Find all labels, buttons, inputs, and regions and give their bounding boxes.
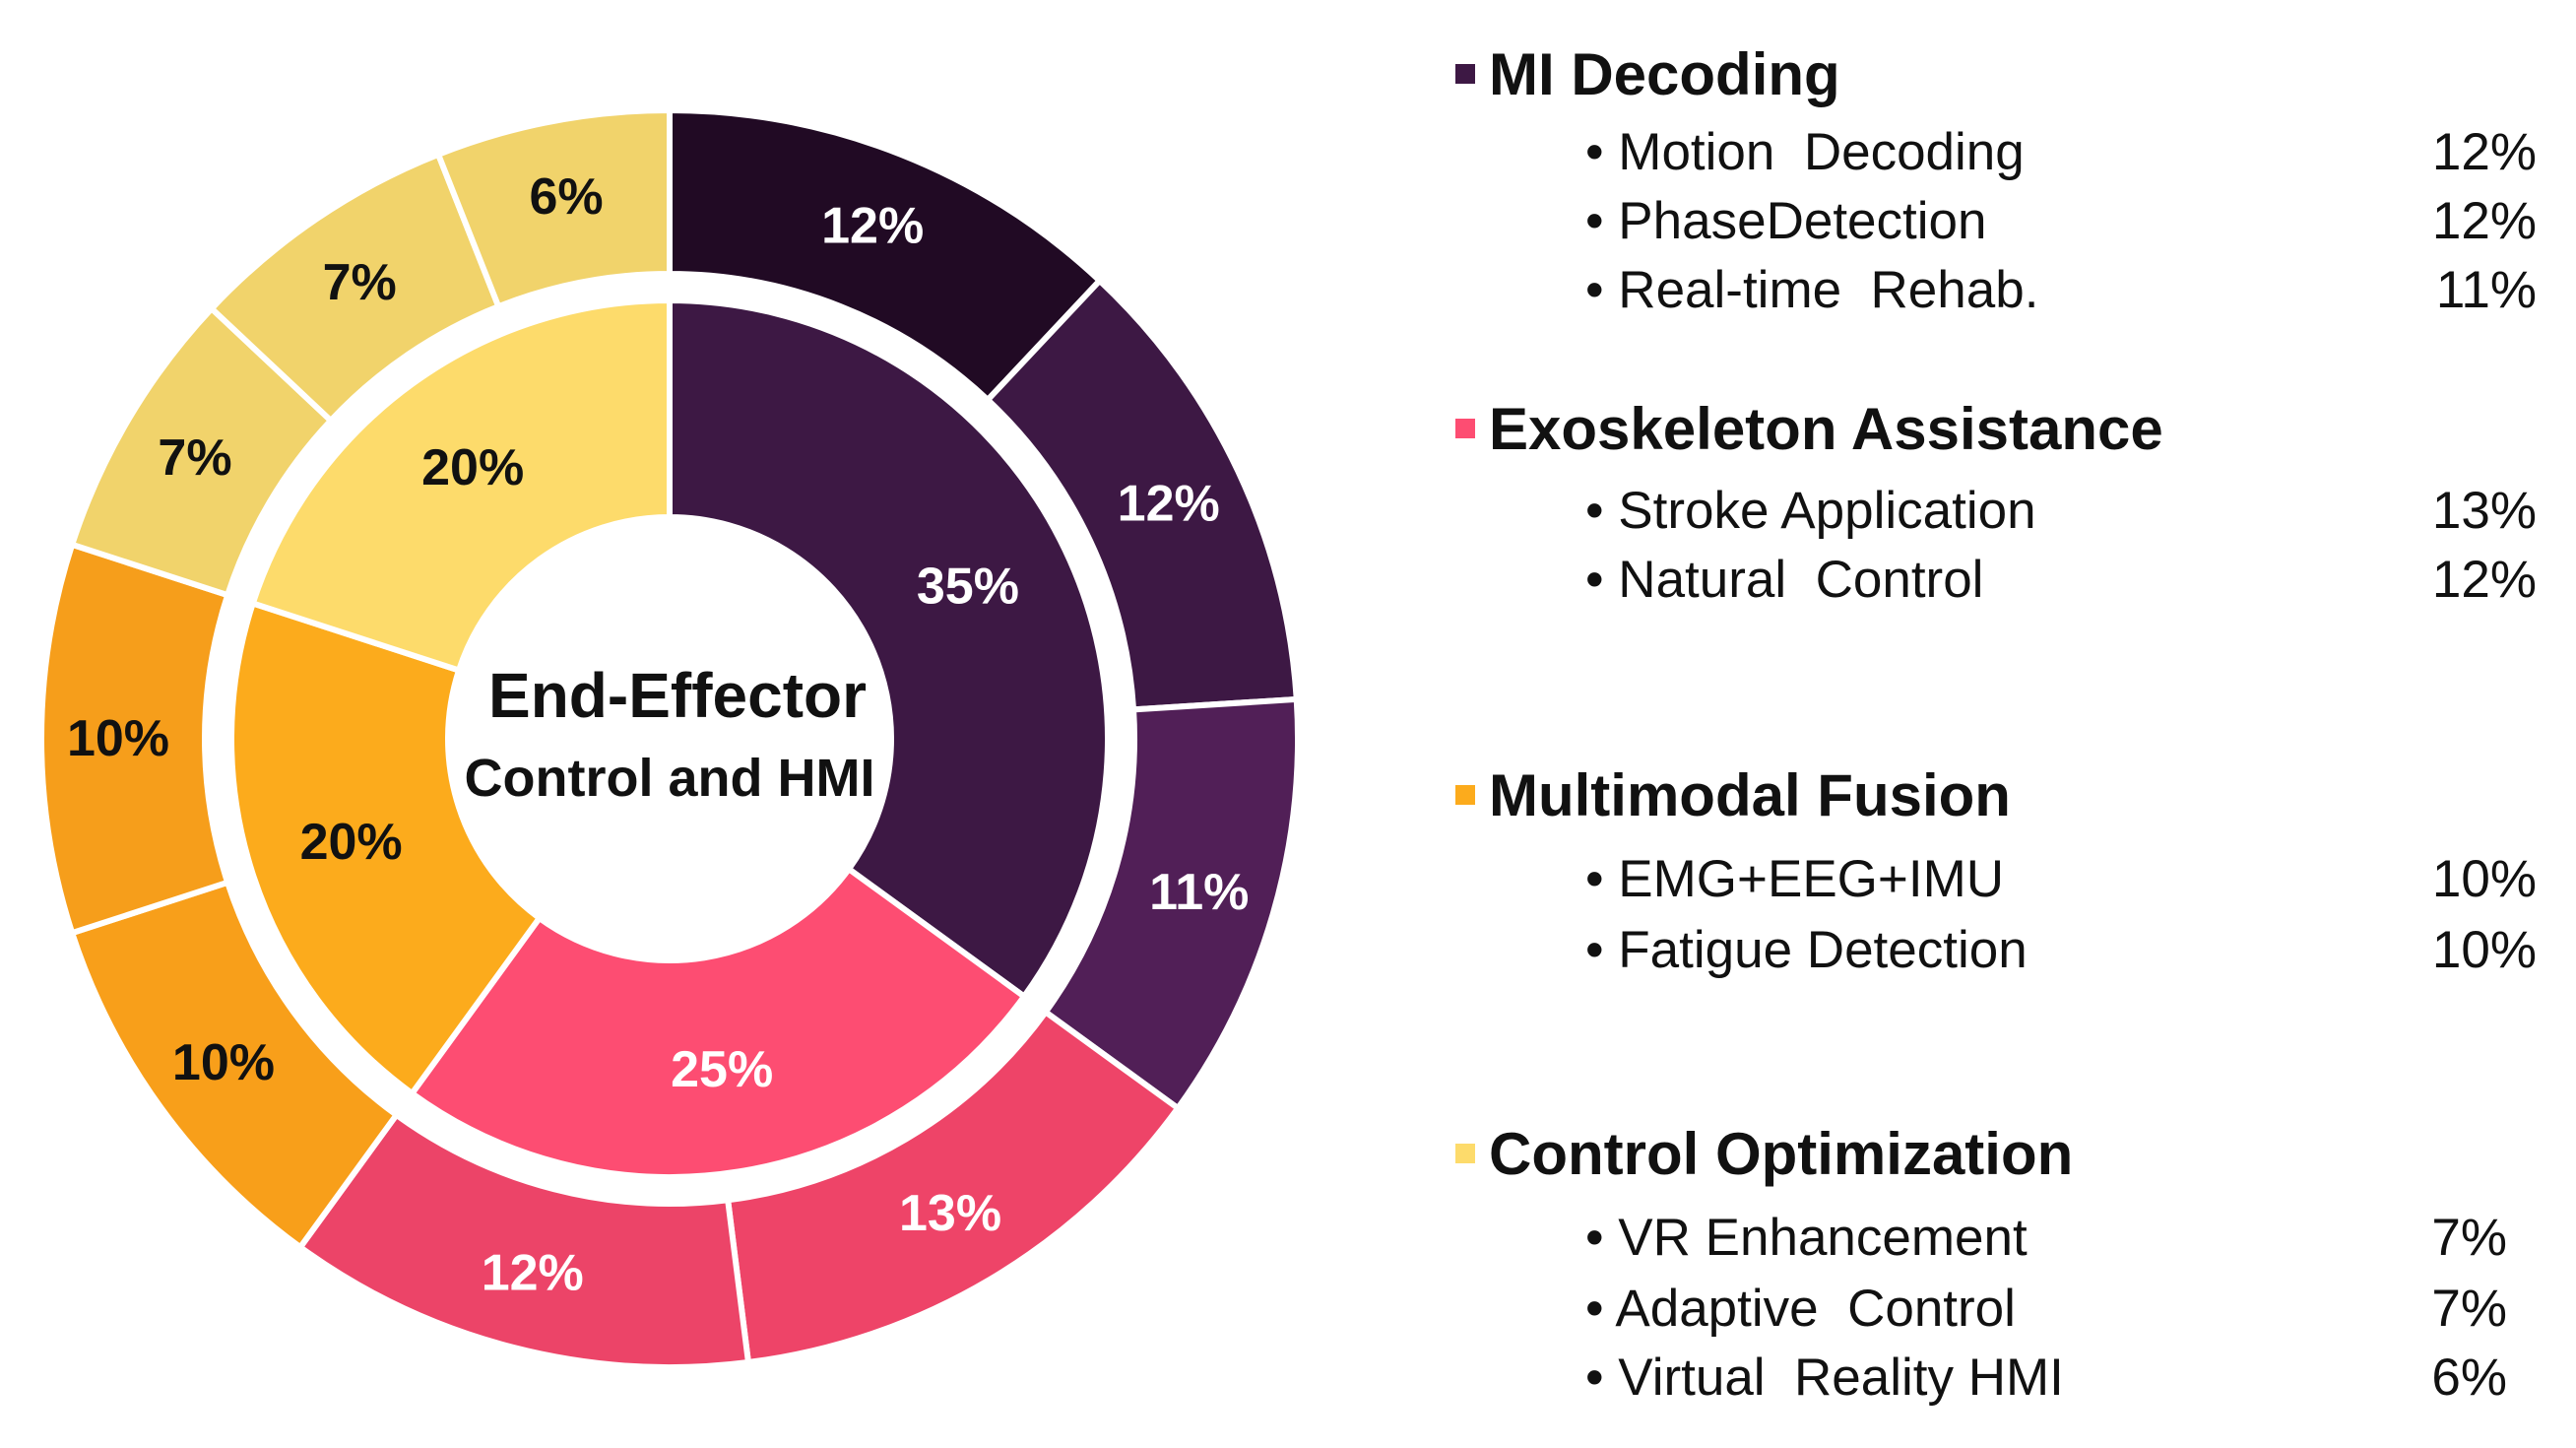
legend-item-label: Stroke Application [1618, 481, 2036, 540]
legend-item-label: VR Enhancement [1618, 1208, 2028, 1267]
outer-label-stroke-application: 13% [899, 1185, 1001, 1242]
inner-segment-exoskeleton-assistance [408, 865, 1029, 1180]
outer-label-fatigue-detection: 10% [67, 710, 169, 767]
legend-item-label: EMG+EEG+IMU [1618, 849, 2004, 908]
outer-label-emg-eeg-imu: 10% [172, 1034, 275, 1091]
legend-bullet: • [1585, 550, 1604, 609]
legend-item-motion-decoding: • Motion Decoding 12% [1585, 122, 2537, 181]
legend-item-value: 12% [2431, 550, 2537, 609]
legend-item-value: 10% [2431, 849, 2537, 908]
legend-item-label: Natural Control [1618, 550, 1984, 609]
legend-item-stroke-application: • Stroke Application 13% [1585, 481, 2537, 540]
inner-label-mi-decoding: 35% [917, 559, 1019, 616]
legend-swatch-control-optimization [1455, 1144, 1475, 1163]
legend-item-emg-eeg-imu: • EMG+EEG+IMU 10% [1585, 849, 2537, 908]
legend-item-value: 11% [2435, 260, 2537, 319]
outer-label-vr-enhancement: 7% [158, 429, 231, 487]
legend-item-label: Real-time Rehab. [1618, 260, 2039, 319]
legend-category-mi-decoding: MI Decoding [1455, 39, 1840, 108]
inner-label-exoskeleton-assistance: 25% [671, 1041, 773, 1098]
legend-item-label: Adaptive Control [1615, 1279, 2016, 1338]
legend-item-adaptive-control: • Adaptive Control 7% [1585, 1279, 2507, 1338]
legend-item-label: PhaseDetection [1618, 191, 1987, 250]
legend-item-label: Motion Decoding [1618, 122, 2025, 181]
legend-item-label: Fatigue Detection [1618, 920, 2028, 979]
outer-ring [38, 106, 1301, 1370]
legend-bullet: • [1585, 122, 1604, 181]
inner-segment-mi-decoding [667, 296, 1111, 1001]
legend-item-phase-detection: • PhaseDetection 12% [1585, 191, 2537, 250]
outer-label-adaptive-control: 7% [323, 254, 397, 311]
legend-item-value: 12% [2431, 122, 2537, 181]
legend-item-value: 7% [2431, 1279, 2507, 1338]
legend-bullet: • [1585, 481, 1604, 540]
outer-segment-virtual-reality-hmi [434, 106, 673, 311]
legend-bullet: • [1585, 849, 1604, 908]
legend-bullet: • [1585, 1208, 1604, 1267]
legend-bullet: • [1585, 1279, 1604, 1338]
center-title: End-Effector [488, 660, 867, 731]
inner-segment-control-optimization [248, 296, 673, 675]
center-subtitle: Control and HMI [465, 749, 875, 808]
legend-category-label: Multimodal Fusion [1489, 761, 2011, 828]
legend-item-real-time-rehab: • Real-time Rehab. 11% [1585, 260, 2537, 319]
outer-label-phasedetection: 12% [1118, 476, 1220, 533]
legend-item-fatigue-detection: • Fatigue Detection 10% [1585, 920, 2537, 979]
outer-label-natural-control: 12% [482, 1244, 584, 1301]
legend-swatch-mi-decoding [1455, 64, 1475, 84]
outer-label-motion-decoding: 12% [821, 197, 924, 254]
legend-category-label: Control Optimization [1489, 1120, 2074, 1187]
legend-category-exoskeleton-assistance: Exoskeleton Assistance [1455, 394, 2163, 463]
legend-item-value: 12% [2431, 191, 2537, 250]
legend-item-value: 10% [2431, 920, 2537, 979]
legend-item-value: 13% [2431, 481, 2537, 540]
legend-swatch-exoskeleton-assistance [1455, 419, 1475, 438]
segment-labels: 12% 12% 11% 13% 12% 10% 10% 7% 7% 6% 35% 25% 20% 20% [67, 168, 1249, 1301]
legend-bullet: • [1585, 1348, 1604, 1407]
legend-category-label: MI Decoding [1489, 40, 1840, 107]
inner-segment-multimodal-fusion [228, 599, 544, 1098]
legend-item-virtual-reality-hmi: • Virtual Reality HMI 6% [1585, 1348, 2507, 1407]
legend-swatch-multimodal-fusion [1455, 785, 1475, 805]
legend-category-control-optimization: Control Optimization [1455, 1119, 2073, 1188]
legend-item-label: Virtual Reality HMI [1618, 1348, 2064, 1407]
legend-item-value: 7% [2431, 1208, 2507, 1267]
legend-bullet: • [1585, 920, 1604, 979]
inner-label-multimodal-fusion: 20% [300, 814, 403, 871]
legend-item-vr-enhancement: • VR Enhancement 7% [1585, 1208, 2507, 1267]
inner-label-control-optimization: 20% [421, 439, 524, 496]
legend-item-value: 6% [2431, 1348, 2507, 1407]
legend-bullet: • [1585, 191, 1604, 250]
inner-ring [228, 296, 1111, 1180]
legend-category-label: Exoskeleton Assistance [1489, 395, 2163, 462]
legend-item-natural-control: • Natural Control 12% [1585, 550, 2537, 609]
outer-label-real-time-rehab: 11% [1149, 864, 1249, 921]
legend-bullet: • [1585, 260, 1604, 319]
outer-label-virtual-reality-hmi: 6% [529, 168, 603, 226]
legend-category-multimodal-fusion: Multimodal Fusion [1455, 760, 2011, 829]
